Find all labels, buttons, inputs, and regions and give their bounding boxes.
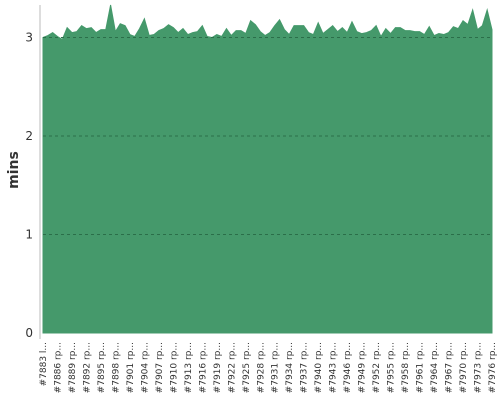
x-tick-label: #7907 rp...: [155, 342, 165, 393]
y-tick-label: 0: [25, 326, 33, 340]
x-tick-label: #7976 rp...: [488, 342, 498, 393]
x-tick-label: #7892 rp...: [82, 342, 92, 393]
x-tick-label: #7967 rp...: [445, 342, 455, 393]
x-tick-label: #7940 rp...: [314, 342, 324, 393]
x-tick-label: #7910 rp...: [169, 342, 179, 393]
x-tick-label: #7961 rp...: [416, 342, 426, 393]
x-tick-label: #7970 rp...: [459, 342, 469, 393]
x-tick-label: #7949 rp...: [358, 342, 368, 393]
y-tick-label: 1: [25, 228, 33, 242]
x-tick-label: #7934 rp...: [285, 342, 295, 393]
x-tick-label: #7895 rp...: [97, 342, 107, 393]
x-tick-label: #7898 rp...: [111, 342, 121, 393]
x-tick-label: #7955 rp...: [387, 342, 397, 393]
y-tick-label: 2: [25, 129, 33, 143]
x-tick-label: #7883 l...: [39, 342, 49, 386]
x-tick-label: #7958 rp...: [401, 342, 411, 393]
x-tick-label: #7943 rp...: [329, 342, 339, 393]
y-axis-label: mins: [6, 151, 22, 189]
x-tick-label: #7946 rp...: [343, 342, 353, 393]
x-tick-label: #7937 rp...: [300, 342, 310, 393]
x-tick-label: #7973 rp...: [474, 342, 484, 393]
x-tick-label: #7931 rp...: [271, 342, 281, 393]
area: [42, 4, 493, 334]
x-tick-label: #7928 rp...: [256, 342, 266, 393]
x-tick-label: #7886 rp...: [53, 342, 63, 393]
x-tick-label: #7904 rp...: [140, 342, 150, 393]
x-tick-label: #7925 rp...: [242, 342, 252, 393]
x-tick-label: #7901 rp...: [126, 342, 136, 393]
x-tick-label: #7913 rp...: [184, 342, 194, 393]
x-tick-label: #7922 rp...: [227, 342, 237, 393]
x-tick-label: #7964 rp...: [430, 342, 440, 393]
x-tick-label: #7952 rp...: [372, 342, 382, 393]
x-tick-label: #7889 rp...: [68, 342, 78, 393]
y-tick-label: 3: [25, 31, 33, 45]
x-tick-label: #7916 rp...: [198, 342, 208, 393]
x-tick-label: #7919 rp...: [213, 342, 223, 393]
